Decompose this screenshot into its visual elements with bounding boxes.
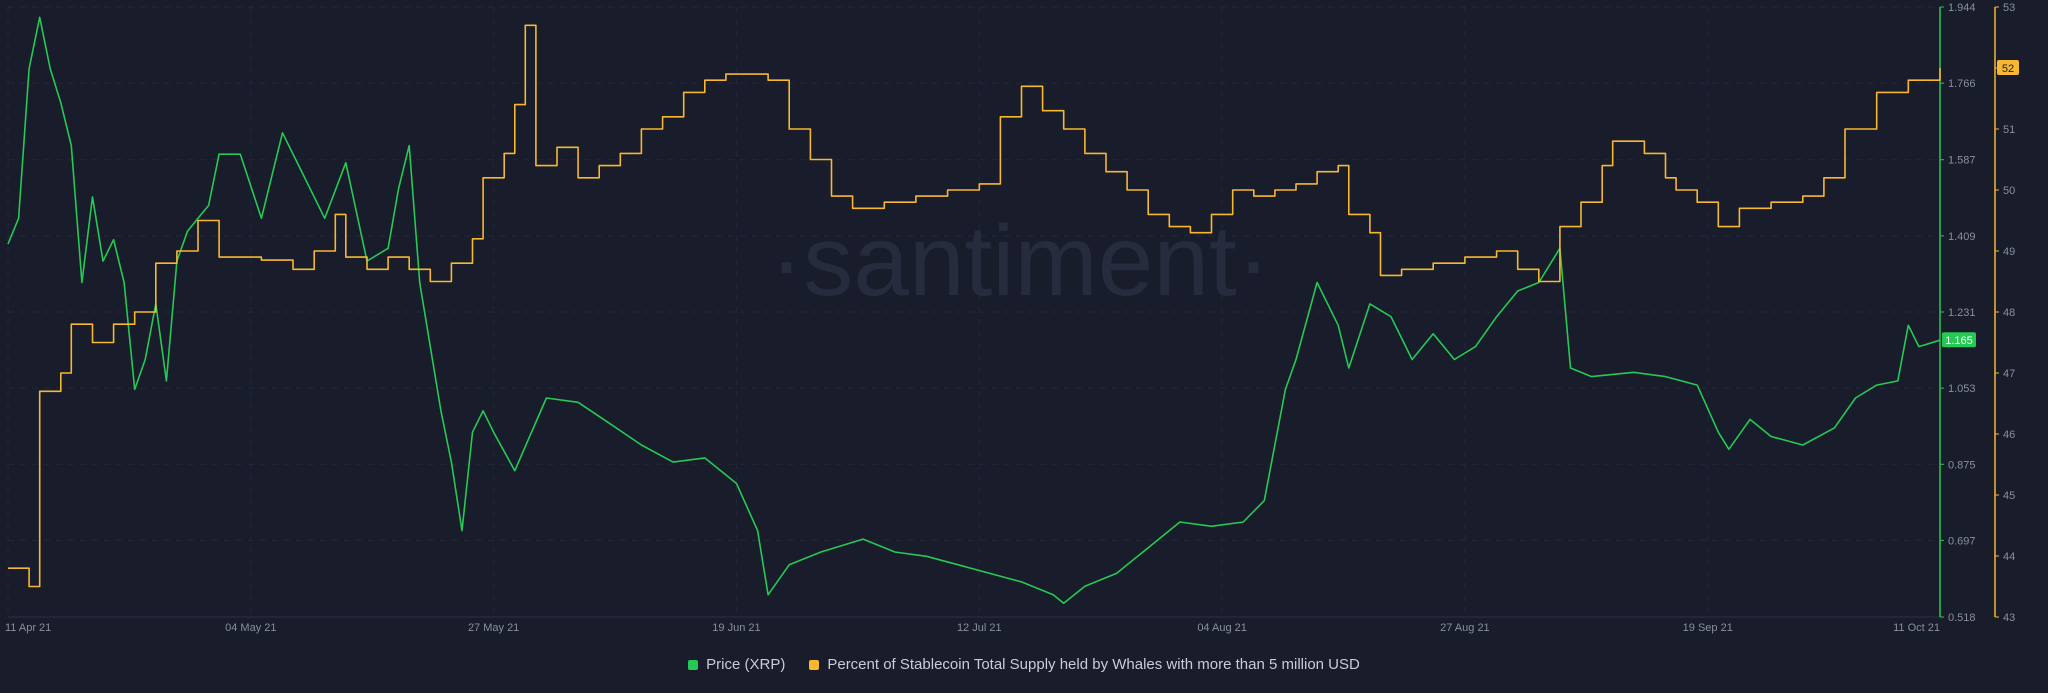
whales-tick-label: 43 (2003, 612, 2015, 624)
whales-tick-label: 48 (2003, 307, 2015, 319)
grid (7, 6, 1941, 618)
x-tick-label: 27 Aug 21 (1440, 622, 1490, 634)
price-tick-label: 1.409 (1948, 231, 1976, 243)
legend-label-whales: Percent of Stablecoin Total Supply held … (827, 656, 1360, 673)
watermark: ·santiment· (770, 205, 1270, 317)
whales-line[interactable] (8, 24, 1941, 588)
legend-item-whales[interactable]: Percent of Stablecoin Total Supply held … (809, 656, 1360, 673)
whales-tick-label: 46 (2003, 429, 2015, 441)
whales-tick-label: 47 (2003, 368, 2015, 380)
legend-swatch-whales (809, 659, 820, 670)
legend: Price (XRP) Percent of Stablecoin Total … (0, 656, 2048, 673)
whales-tick-label: 45 (2003, 490, 2015, 502)
whales-current-badge (1997, 60, 2019, 75)
price-tick-label: 0.875 (1948, 459, 1976, 471)
price-tick-label: 0.518 (1948, 612, 1976, 624)
whales-tick-label: 51 (2003, 124, 2015, 136)
whales-tick-label: 44 (2003, 551, 2015, 563)
x-tick-label: 11 Apr 21 (5, 622, 51, 634)
price-tick-label: 1.944 (1948, 2, 1976, 14)
price-current-label: 1.165 (1945, 335, 1973, 347)
x-tick-label: 12 Jul 21 (957, 622, 1002, 634)
price-tick-label: 0.697 (1948, 535, 1976, 547)
x-tick-label: 04 Aug 21 (1197, 622, 1247, 634)
whales-current-label: 52 (2002, 63, 2014, 75)
price-line[interactable] (7, 16, 1941, 605)
whales-tick-label: 53 (2003, 2, 2015, 14)
x-tick-label: 27 May 21 (468, 622, 519, 634)
x-tick-label: 11 Oct 21 (1893, 622, 1940, 634)
price-tick-label: 1.231 (1948, 307, 1976, 319)
legend-label-price: Price (XRP) (706, 656, 786, 673)
whales-tick-label: 49 (2003, 246, 2015, 258)
legend-swatch-price (688, 659, 699, 670)
x-tick-label: 19 Jun 21 (712, 622, 760, 634)
x-tick-label: 04 May 21 (225, 622, 276, 634)
legend-item-price[interactable]: Price (XRP) (688, 656, 785, 673)
x-tick-label: 19 Sep 21 (1683, 622, 1733, 634)
price-tick-label: 1.587 (1948, 155, 1976, 167)
axis-labels: 11 Apr 21 04 May 21 27 May 21 19 Jun 21 12 J… (5, 2, 2019, 634)
price-tick-label: 1.766 (1948, 78, 1976, 90)
series-layer (7, 16, 1941, 605)
price-tick-label: 1.053 (1948, 383, 1976, 395)
price-current-badge (1942, 332, 1976, 348)
whales-tick-label: 50 (2003, 185, 2015, 197)
axes (8, 6, 1999, 618)
